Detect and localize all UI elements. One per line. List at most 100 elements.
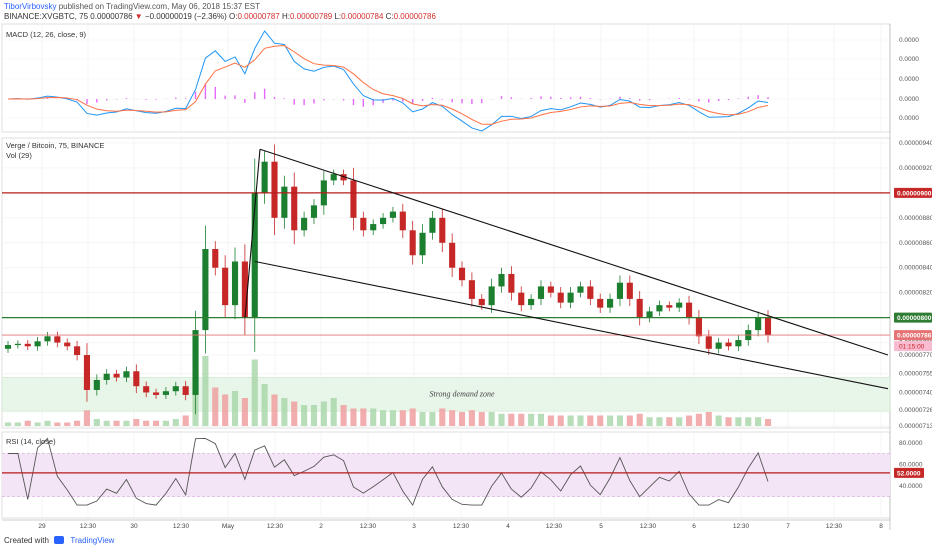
volume-bar xyxy=(528,413,535,426)
candle-body xyxy=(399,211,406,231)
time-tick-label: 29 xyxy=(38,523,46,530)
volume-bar xyxy=(518,413,525,426)
volume-bar xyxy=(389,410,396,426)
volume-bar xyxy=(656,417,663,426)
candle-body xyxy=(261,161,268,193)
time-tick-label: 12:30 xyxy=(640,523,657,530)
footer: Created with TradingView xyxy=(4,536,114,545)
candle-body xyxy=(528,298,535,306)
volume-bar xyxy=(587,415,594,426)
candle-body xyxy=(123,371,130,378)
candle-body xyxy=(597,298,604,308)
volume-bar xyxy=(764,419,772,426)
volume-bar xyxy=(429,412,436,426)
created-with-text: Created with xyxy=(4,536,49,545)
candle-body xyxy=(182,386,189,395)
volume-bar xyxy=(251,359,258,426)
macd-tick-label: 0.0000 xyxy=(899,96,919,103)
volume-bar xyxy=(24,420,31,426)
candle-body xyxy=(202,249,209,331)
volume-bar xyxy=(310,405,318,426)
volume-bar xyxy=(34,422,41,426)
time-tick-label: 4 xyxy=(506,523,510,530)
volume-bar xyxy=(143,420,150,426)
volume-bar xyxy=(498,413,505,426)
down-arrow-icon: ▼ xyxy=(134,12,143,21)
candle-body xyxy=(587,286,594,299)
rsi-level-label: 52.0000 xyxy=(897,470,921,477)
macd-label: MACD (12, 26, close, 9) xyxy=(6,30,87,39)
volume-bar xyxy=(360,408,367,426)
candle-body xyxy=(764,317,772,336)
time-tick-label: 12:30 xyxy=(826,523,843,530)
price-tick-label: 0.00000880 xyxy=(899,215,932,222)
volume-bar xyxy=(113,420,120,426)
candle-body xyxy=(4,345,12,349)
candle-body xyxy=(231,261,239,306)
demand-zone-annotation: Strong demand zone xyxy=(429,389,494,398)
time-tick-label: 8 xyxy=(879,523,883,530)
time-tick-label: 3 xyxy=(412,523,416,530)
volume-bar xyxy=(715,415,722,426)
volume-bar xyxy=(4,422,12,426)
candle-body xyxy=(143,386,150,393)
support-price-tag xyxy=(894,312,932,323)
price-tick-label: 0.00000755 xyxy=(899,371,932,378)
volume-bar xyxy=(64,422,71,426)
volume-bar xyxy=(666,417,673,426)
author-link[interactable]: TiborVirbovsky xyxy=(4,2,57,11)
tradingview-brand[interactable]: TradingView xyxy=(70,536,115,545)
candle-body xyxy=(24,343,31,347)
volume-bar xyxy=(133,419,140,426)
volume-bar xyxy=(380,410,387,426)
high-label: H: xyxy=(281,12,290,21)
volume-bar xyxy=(301,405,308,426)
volume-bar xyxy=(616,415,624,426)
volume-bar xyxy=(636,413,643,426)
tradingview-logo-icon xyxy=(54,536,65,544)
volume-bar xyxy=(557,415,564,426)
candle-body xyxy=(705,336,712,349)
time-tick-label: 12:30 xyxy=(546,523,563,530)
volume-bar xyxy=(449,410,456,426)
time-tick-label: 7 xyxy=(786,523,790,530)
time-tick-label: 6 xyxy=(692,523,696,530)
macd-tick-label: 0.0000 xyxy=(899,56,919,63)
candle-body xyxy=(498,273,505,287)
rsi-label: RSI (14, close) xyxy=(6,437,56,446)
volume-bar xyxy=(222,394,229,426)
volume-bar xyxy=(695,413,702,426)
volume-bar xyxy=(281,398,288,426)
low-value: 0.00000784 xyxy=(341,12,384,21)
price-tick-label: 0.00000726 xyxy=(899,407,932,414)
upper-wedge-trendline xyxy=(259,148,889,356)
candle-body xyxy=(34,341,41,347)
volume-bar xyxy=(607,415,614,426)
current-price-label: 0.00000786 xyxy=(897,333,932,340)
candle-body xyxy=(449,242,456,268)
candle-body xyxy=(685,302,693,318)
published-text: published on TradingView.com, May 06, 20… xyxy=(58,2,261,11)
candle-body xyxy=(310,205,318,218)
low-label: L: xyxy=(334,12,342,21)
candle-body xyxy=(93,379,100,390)
volume-bar xyxy=(547,415,554,426)
open-value: 0.00000787 xyxy=(237,12,280,21)
last-price: 0.00000786 xyxy=(90,12,133,21)
rsi-tick-label: 40.0000 xyxy=(899,483,923,490)
candle-body xyxy=(577,286,584,293)
time-tick-label: May xyxy=(222,523,235,530)
macd-tick-label: 0.0000 xyxy=(899,76,919,83)
publish-info: TiborVirbovsky published on TradingView.… xyxy=(4,2,260,12)
candle-body xyxy=(271,161,278,218)
price-tick-label: 0.00000860 xyxy=(899,240,932,247)
rsi-line xyxy=(8,437,769,507)
candle-body xyxy=(508,273,515,293)
volume-bar xyxy=(745,417,752,426)
volume-bar xyxy=(152,420,160,426)
price-tick-label: 0.00000820 xyxy=(899,290,932,297)
resistance-price-tag xyxy=(894,187,932,198)
volume-bar xyxy=(468,410,475,426)
candle-body xyxy=(409,230,416,256)
